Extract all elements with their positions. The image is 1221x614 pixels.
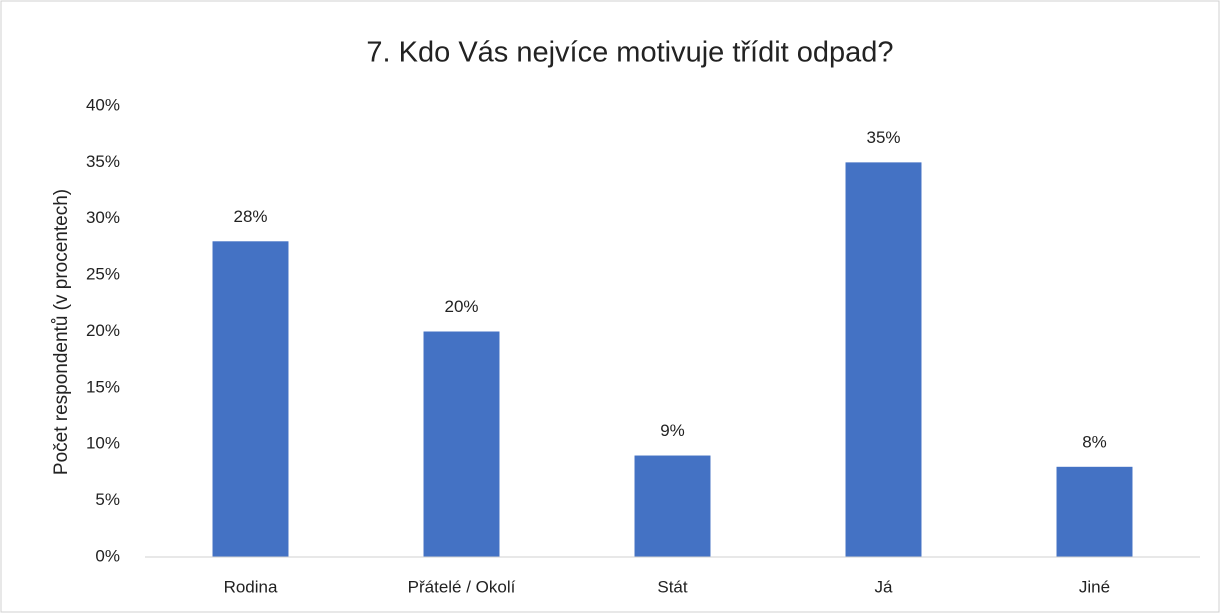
- data-label: 20%: [444, 297, 478, 316]
- data-label: 28%: [233, 207, 267, 226]
- bar: [845, 162, 922, 557]
- y-tick-label: 30%: [86, 208, 120, 227]
- y-tick-label: 25%: [86, 265, 120, 284]
- bar: [634, 455, 711, 557]
- bar: [1056, 466, 1133, 557]
- y-tick-label: 0%: [95, 546, 120, 565]
- x-tick-label: Přátelé / Okolí: [408, 577, 516, 596]
- x-tick-label: Jiné: [1079, 577, 1110, 596]
- data-label: 8%: [1082, 432, 1107, 451]
- data-label: 35%: [866, 128, 900, 147]
- x-tick-label: Rodina: [224, 577, 278, 596]
- y-axis-label: Počet respondentů (v procentech): [51, 189, 72, 475]
- y-tick-label: 5%: [95, 490, 120, 509]
- y-tick-label: 35%: [86, 152, 120, 171]
- y-tick-label: 40%: [86, 95, 120, 114]
- y-tick-label: 10%: [86, 434, 120, 453]
- bar: [423, 331, 500, 557]
- x-tick-label: Stát: [657, 577, 688, 596]
- y-tick-label: 20%: [86, 321, 120, 340]
- bar: [212, 241, 289, 558]
- data-label: 9%: [660, 421, 685, 440]
- chart-title: 7. Kdo Vás nejvíce motivuje třídit odpad…: [366, 37, 893, 69]
- x-tick-label: Já: [875, 577, 894, 596]
- y-tick-label: 15%: [86, 377, 120, 396]
